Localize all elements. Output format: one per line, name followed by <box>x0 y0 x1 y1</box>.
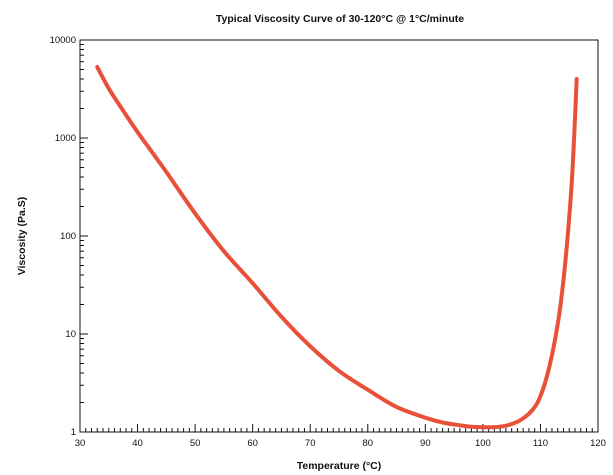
x-tick-label: 90 <box>420 438 431 449</box>
chart-title: Typical Viscosity Curve of 30-120°C @ 1°… <box>216 13 464 25</box>
y-tick-label: 1 <box>71 427 76 438</box>
x-tick-label: 70 <box>305 438 316 449</box>
x-tick-label: 30 <box>75 438 86 449</box>
y-tick-label: 10 <box>65 329 76 340</box>
y-axis-label: Viscosity (Pa.S) <box>16 197 28 276</box>
x-axis-label: Temperature (°C) <box>297 460 382 472</box>
x-tick-label: 100 <box>475 438 491 449</box>
x-tick-label: 40 <box>132 438 143 449</box>
y-tick-label: 100 <box>60 231 76 242</box>
x-tick-label: 110 <box>533 438 548 449</box>
x-tick-label: 120 <box>590 438 606 449</box>
y-tick-label: 1000 <box>55 133 76 144</box>
x-tick-label: 60 <box>247 438 258 449</box>
x-tick-label: 80 <box>362 438 373 449</box>
y-tick-label: 10000 <box>50 35 76 46</box>
axis-ticks <box>79 39 599 433</box>
viscosity-series-line <box>95 65 579 430</box>
x-tick-label: 50 <box>190 438 201 449</box>
